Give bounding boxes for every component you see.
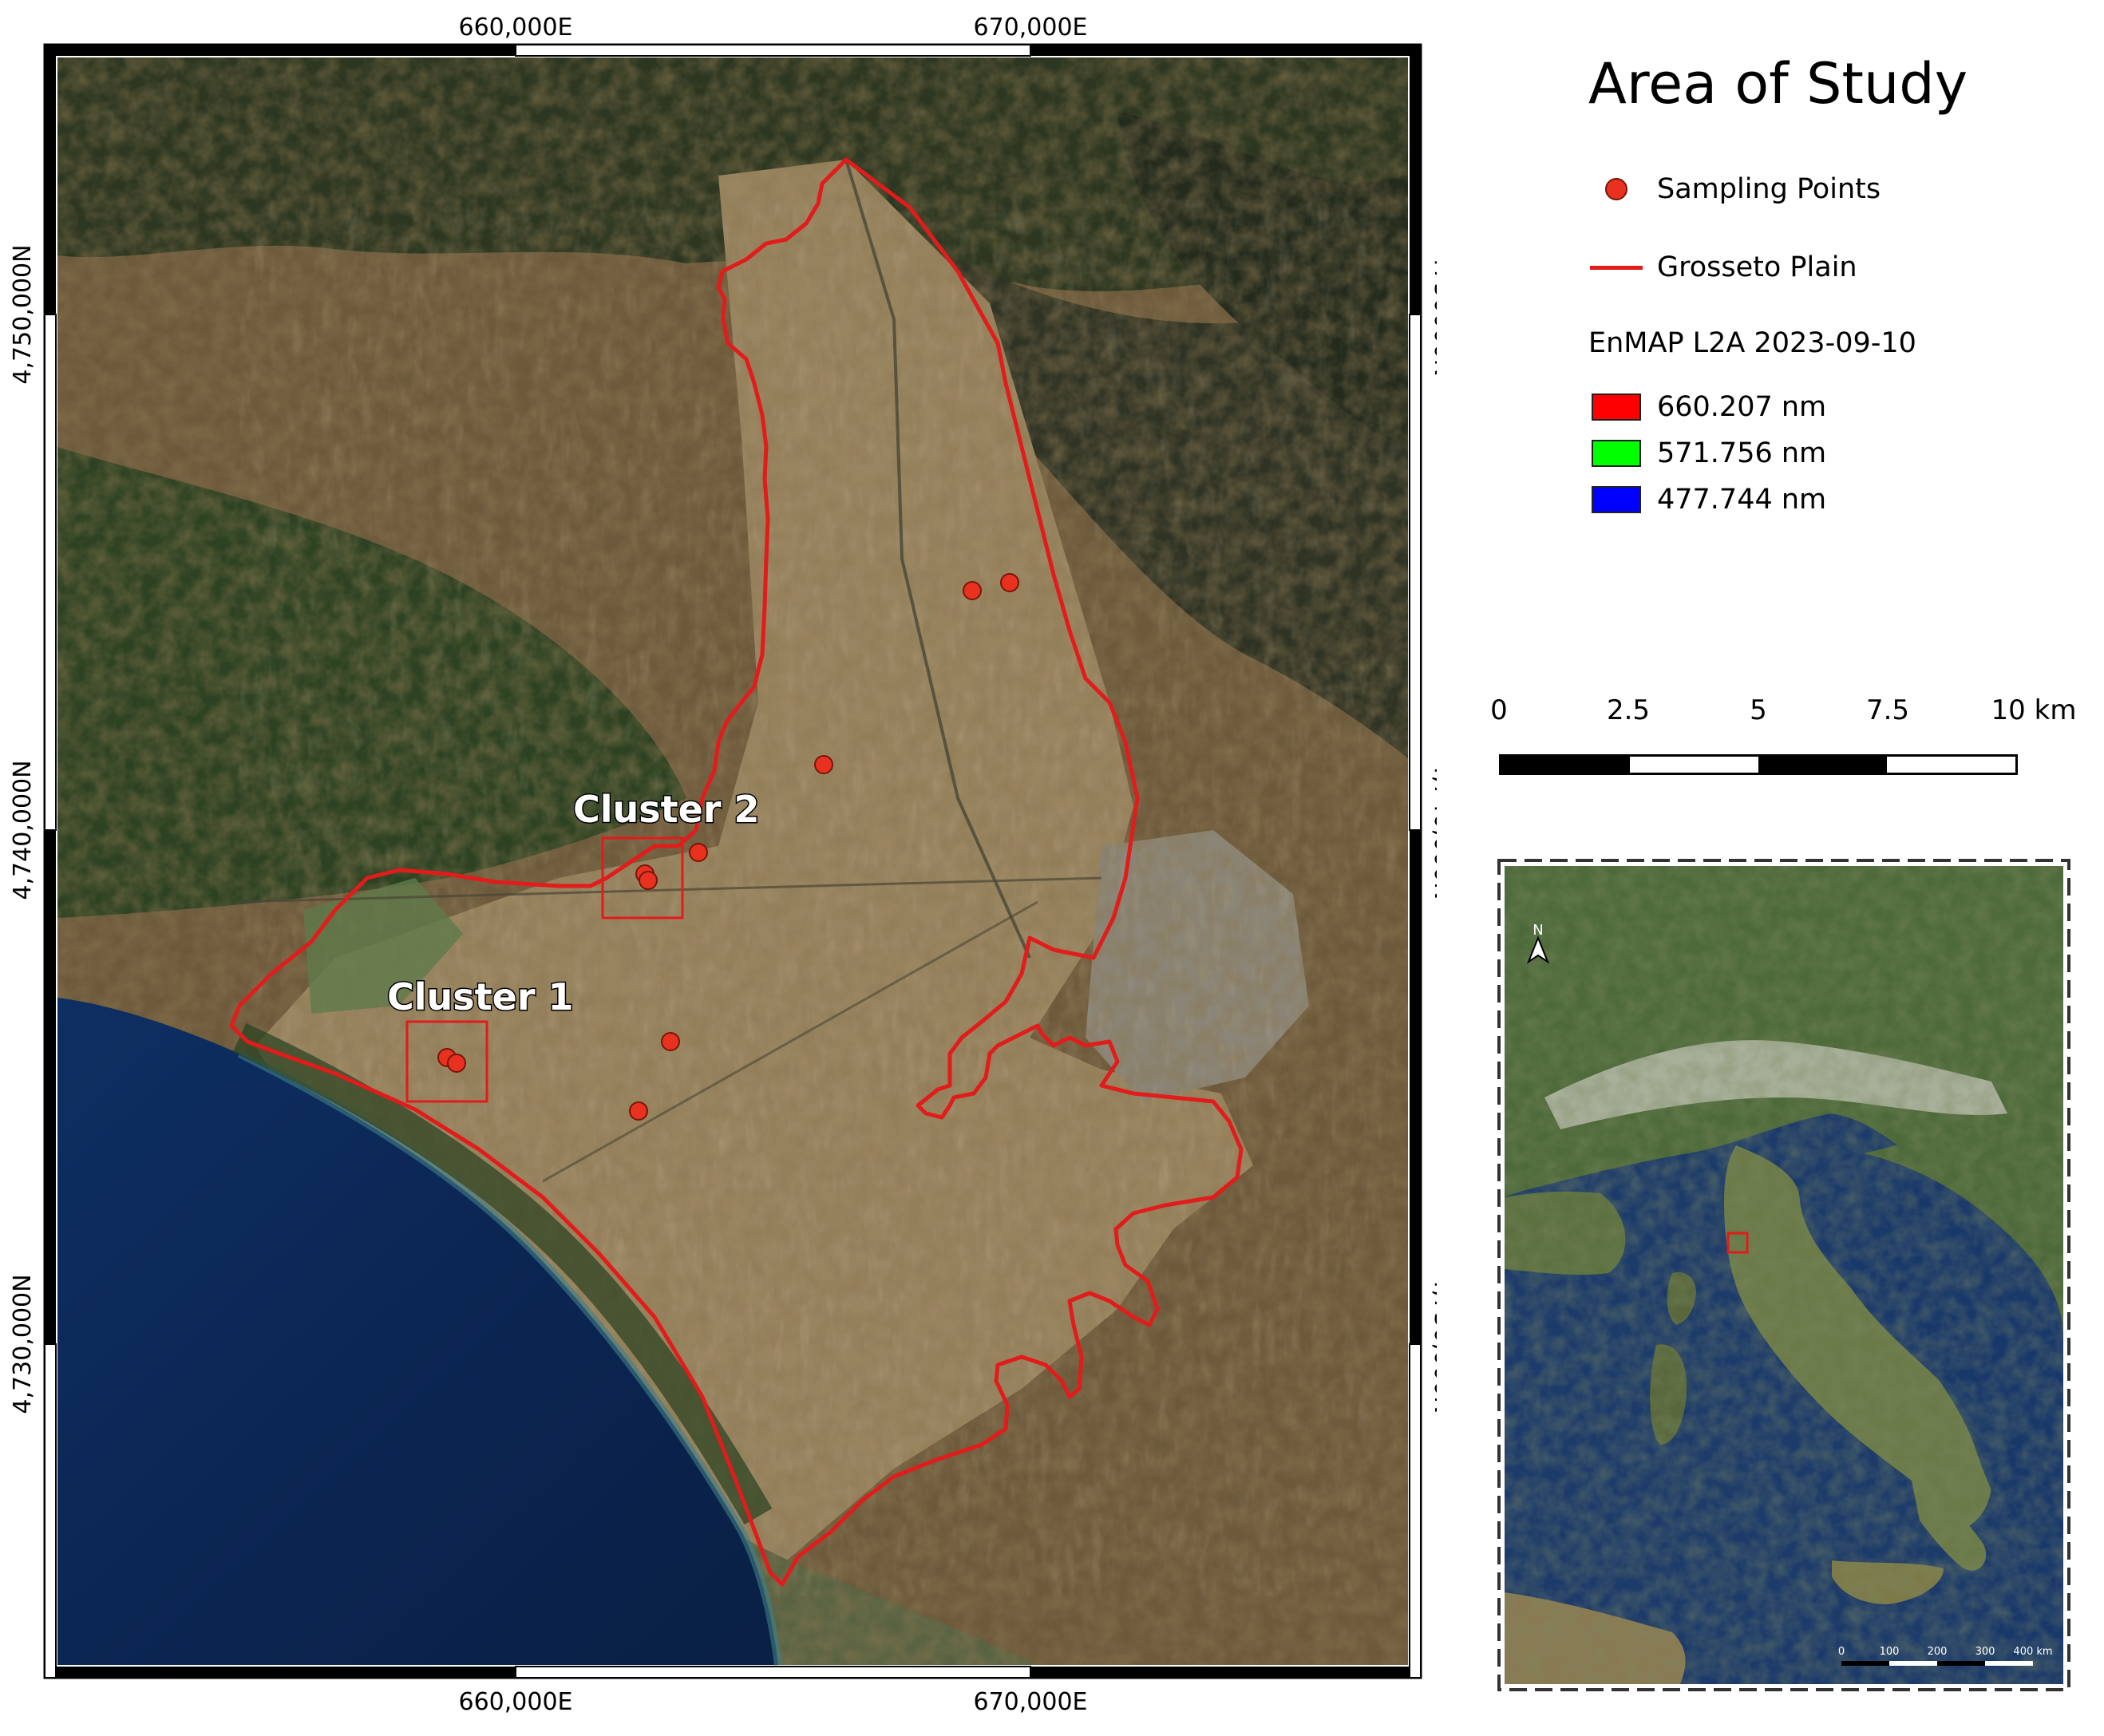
legend-item-label: Sampling Points [1657,173,1881,205]
legend-group-title: EnMAP L2A 2023-09-10 [1588,327,1916,359]
sampling-point [639,871,658,890]
band-swatch-red [1592,393,1641,421]
scale-segment [1758,757,1887,773]
inset-imagery [1505,866,2063,1684]
cluster-2-box[interactable] [601,836,684,919]
scale-label: 0 [1490,694,1508,726]
legend-band-green: 571.756 nm [1588,433,1826,473]
north-label: N [1533,922,1543,939]
sampling-point [661,1032,680,1051]
scale-bar-graphic [1499,754,2018,775]
frame-ticks [44,44,1422,1679]
y-tick-left-4750000: 4,750,000N [9,244,37,384]
main-map[interactable]: Cluster 1 Cluster 2 660,000E 670,000E 66… [0,0,1437,1736]
inset-scale-bar: 0 100 200 300 400 km [1838,1646,2053,1666]
satellite-imagery [57,57,1408,1666]
study-area-marker[interactable] [1726,1232,1749,1254]
y-tick-left-4740000: 4,740,000N [9,760,37,900]
cluster-1-label: Cluster 1 [387,975,574,1018]
scale-label: 5 [1750,694,1767,726]
legend-item-label: Grosseto Plain [1657,251,1857,283]
scale-bar: 0 2.5 5 7.5 10 km [1490,694,2076,782]
scale-segment [1630,757,1758,773]
y-tick-left-4730000: 4,730,000N [9,1274,37,1414]
sampling-point [1000,573,1019,592]
sampling-point-symbol [1605,178,1627,200]
inset-scale-label: 300 [1975,1646,1995,1658]
band-swatch-blue [1592,486,1641,513]
scale-segment [1887,757,2015,773]
cluster-2-label: Cluster 2 [573,788,760,831]
x-tick-bottom-660000: 660,000E [458,1688,572,1716]
sampling-point [629,1101,648,1121]
scale-segment [1501,757,1630,773]
north-arrow-icon: N [1526,922,1550,964]
grosseto-plain-boundary[interactable] [229,157,1244,1587]
sampling-point [963,581,982,600]
band-label: 571.756 nm [1657,437,1827,469]
band-label: 660.207 nm [1657,391,1827,423]
inset-scale-label: 0 [1838,1646,1845,1658]
y-tick-right-4740000: 4,740,000N [1429,760,1437,900]
inset-frame [1497,859,2070,1691]
sampling-point [814,755,833,774]
inset-scale-label: 400 km [2013,1646,2052,1658]
x-tick-top-660000: 660,000E [458,14,572,42]
inset-scale-label: 100 [1880,1646,1900,1658]
band-label: 477.744 nm [1657,484,1827,516]
inset-map[interactable]: N 0 100 200 300 400 km [1497,858,2071,1692]
x-tick-bottom-670000: 670,000E [973,1688,1087,1716]
legend-item-grosseto-plain: Grosseto Plain [1588,247,1857,287]
y-tick-right-4730000: 4,730,000N [1429,1274,1437,1414]
sampling-point [447,1054,466,1073]
band-swatch-green [1592,440,1641,467]
inset-scale-label: 200 [1928,1646,1948,1658]
y-tick-right-4750000: 4750000N [1429,252,1437,377]
boundary-line-symbol [1590,265,1643,270]
legend-band-red: 660.207 nm [1588,387,1826,427]
cluster-1-box[interactable] [405,1020,488,1103]
scale-label: 10 km [1991,694,2077,726]
scale-label: 2.5 [1606,694,1651,726]
legend-band-blue: 477.744 nm [1588,480,1826,520]
legend-item-sampling-points: Sampling Points [1588,169,1881,209]
sampling-point [689,843,708,862]
legend: Area of Study Sampling Points Grosseto P… [1501,0,2104,798]
x-tick-top-670000: 670,000E [973,14,1087,42]
legend-title: Area of Study [1588,51,1968,117]
sampling-points[interactable] [437,573,1019,1121]
scale-label: 7.5 [1865,694,1910,726]
